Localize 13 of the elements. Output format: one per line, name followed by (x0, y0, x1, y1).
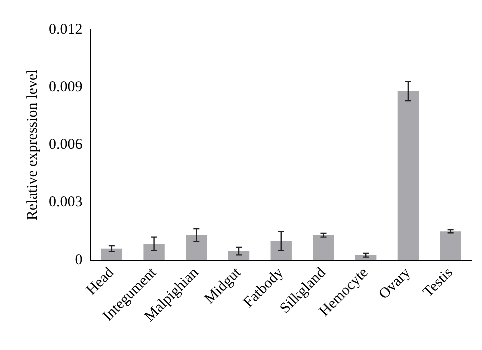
y-tick-label: 0 (75, 252, 83, 268)
y-tick-label: 0.006 (49, 137, 84, 154)
bar (270, 241, 292, 260)
bar (144, 244, 165, 260)
bar (313, 235, 334, 260)
bar (398, 91, 420, 260)
y-tick-label: 0.003 (49, 194, 83, 211)
bar (440, 232, 462, 260)
y-tick-label: 0.009 (49, 80, 83, 96)
y-axis-title: Relative expression level (24, 70, 41, 221)
y-tick-label: 0.012 (49, 22, 83, 38)
bar (101, 248, 123, 260)
bar (186, 235, 208, 260)
